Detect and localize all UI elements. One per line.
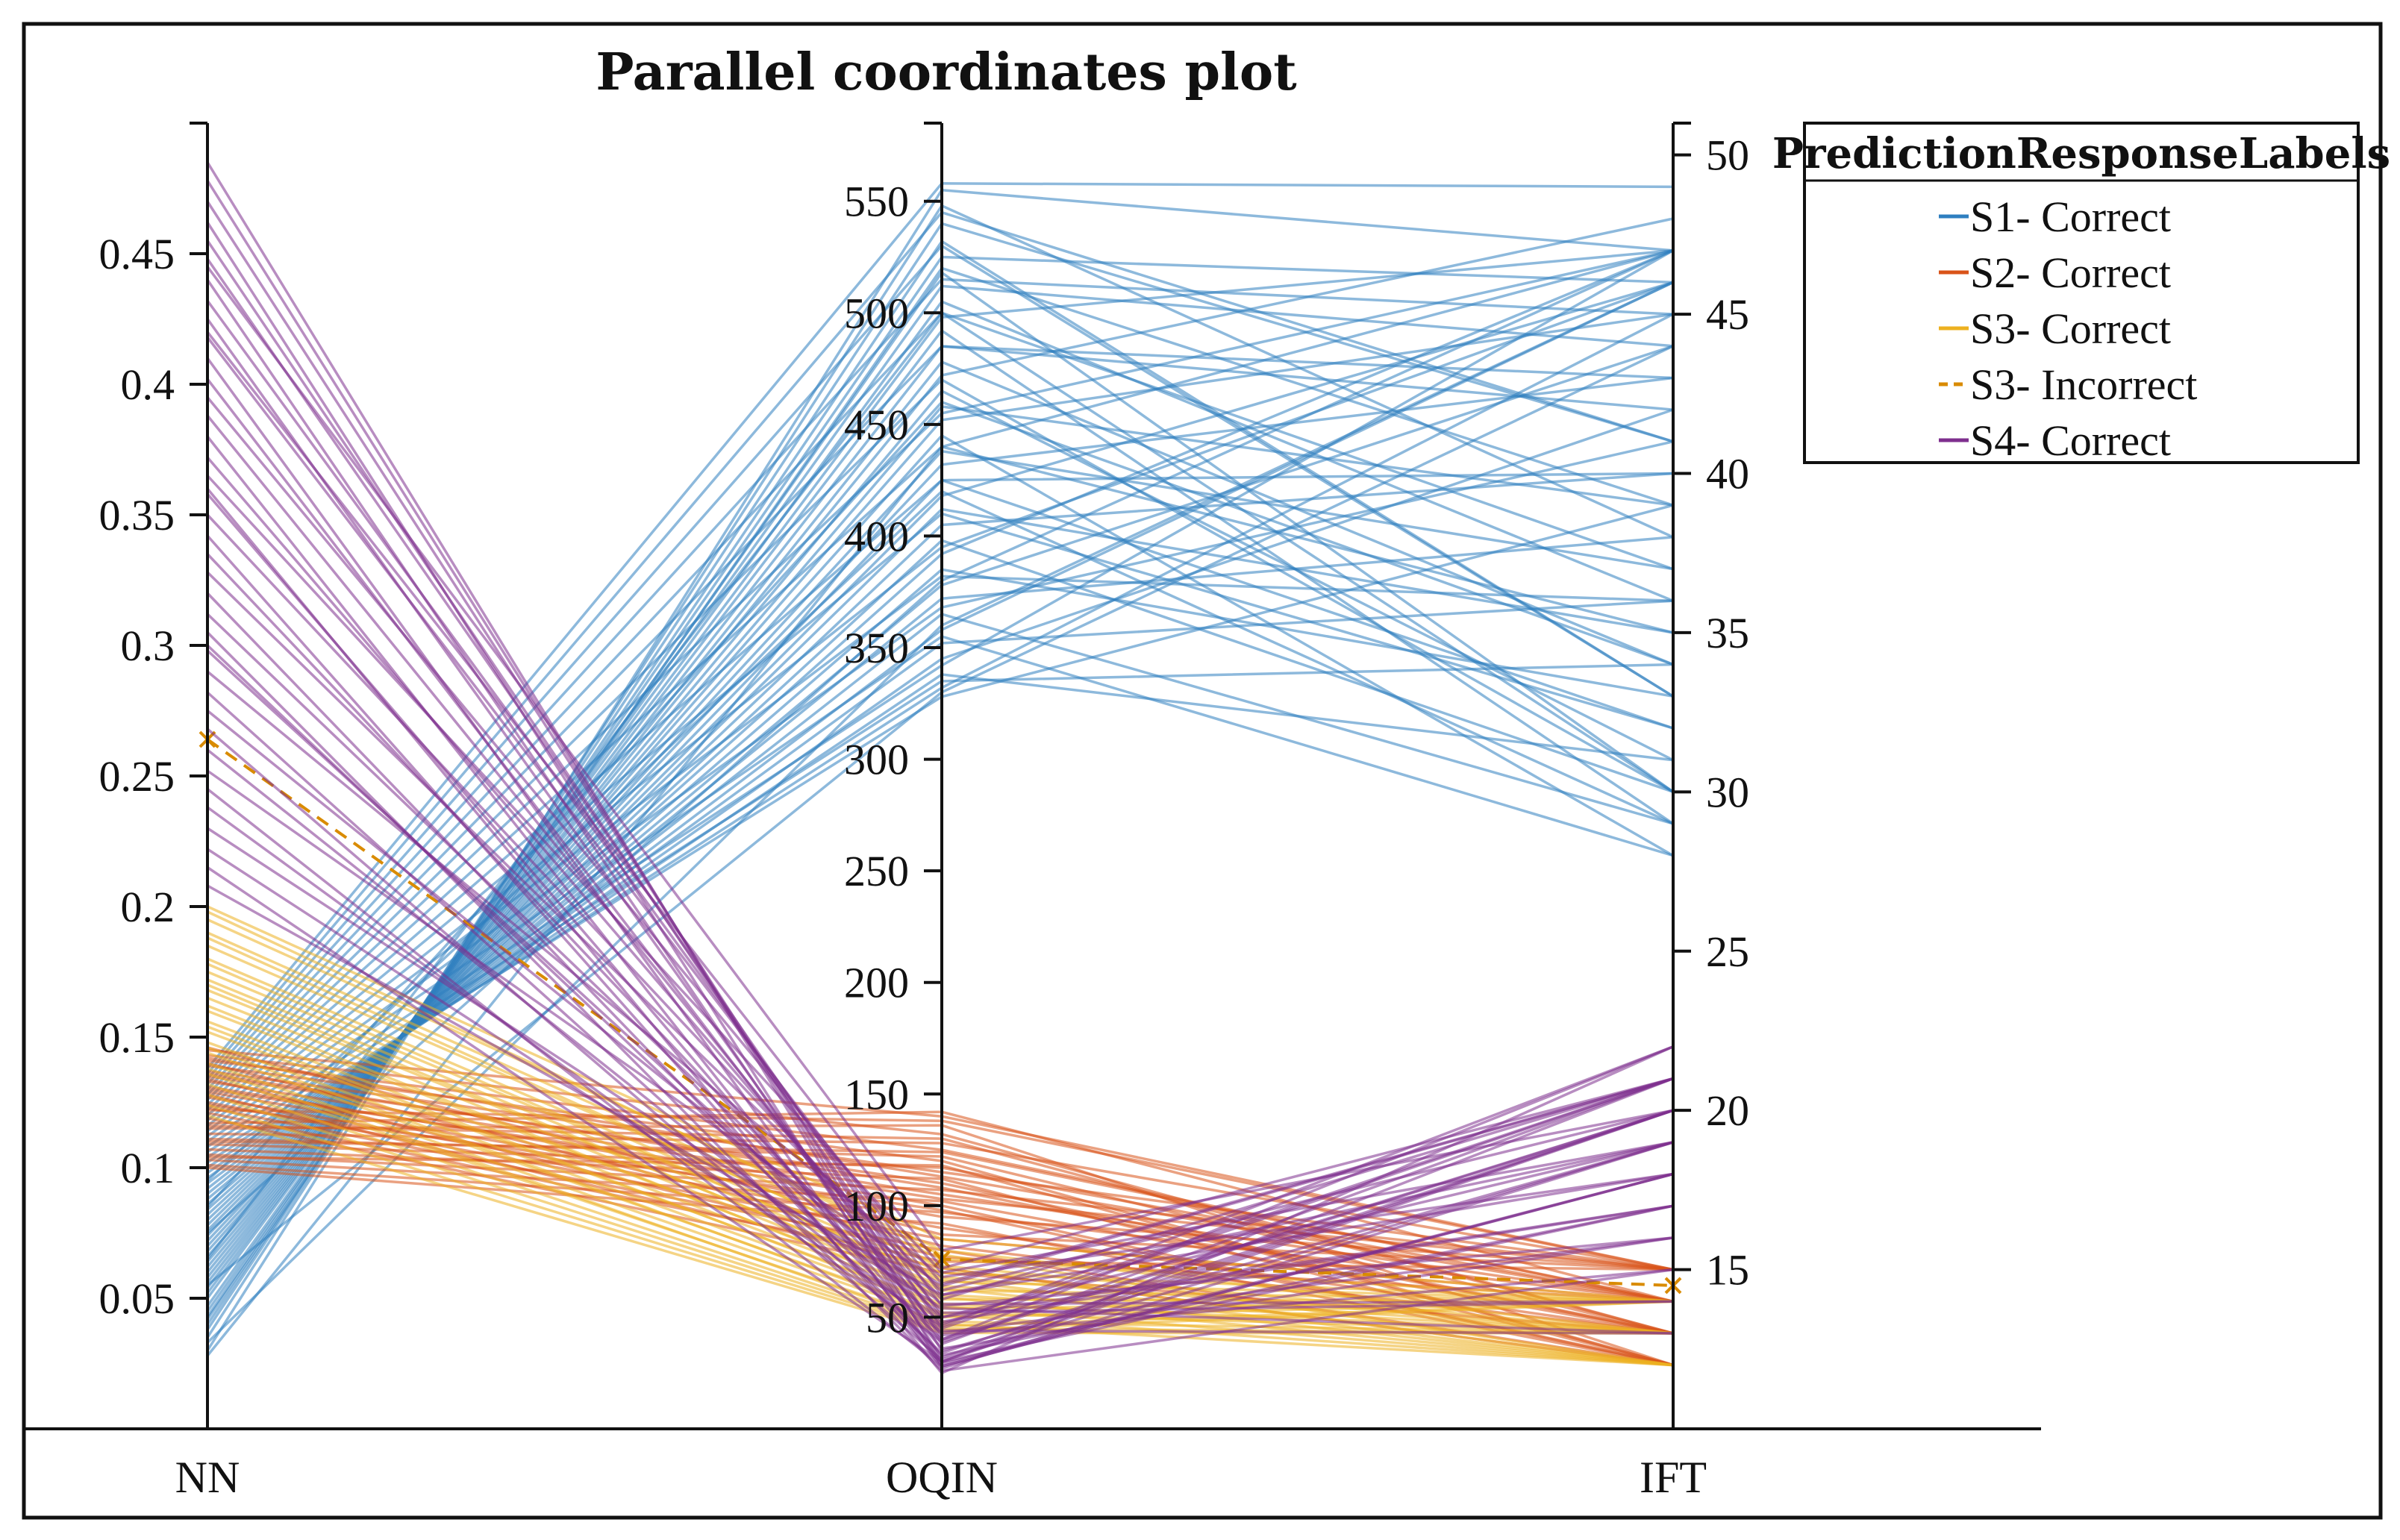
legend: PredictionResponseLabels S1- Correct S2- C… xyxy=(1772,122,2390,465)
tick-label: 300 xyxy=(844,736,909,784)
tick-label: 50 xyxy=(866,1293,909,1342)
axis-name-nn: NN xyxy=(175,1453,240,1502)
tick-label: 450 xyxy=(844,401,909,449)
tick-label: 45 xyxy=(1706,290,1749,339)
axis-ift: 15 20 25 30 35 40 45 50 IFT xyxy=(1640,122,1749,1502)
legend-label: S4- Correct xyxy=(1970,416,2171,465)
legend-label: S3- Correct xyxy=(1970,304,2171,353)
chart-title: Parallel coordinates plot xyxy=(596,43,1297,102)
tick-label: 250 xyxy=(844,847,909,895)
tick-label: 15 xyxy=(1706,1246,1749,1295)
legend-title: PredictionResponseLabels xyxy=(1772,129,2390,178)
tick-label: 20 xyxy=(1706,1086,1749,1135)
legend-label: S1- Correct xyxy=(1970,192,2171,241)
tick-label: 40 xyxy=(1706,450,1749,498)
axes-layer: 0.05 0.1 0.15 0.2 0.25 0.3 0.35 0.4 0.45 NN 50 100 1… xyxy=(99,122,1749,1502)
tick-label: 35 xyxy=(1706,609,1749,657)
tick-label: 25 xyxy=(1706,927,1749,976)
tick-label: 350 xyxy=(844,624,909,672)
tick-label: 0.45 xyxy=(99,230,175,278)
tick-label: 500 xyxy=(844,289,909,337)
legend-label: S2- Correct xyxy=(1970,248,2171,297)
tick-label: 0.1 xyxy=(121,1144,175,1192)
tick-label: 50 xyxy=(1706,131,1749,180)
tick-label: 0.15 xyxy=(99,1013,175,1062)
legend-label: S3- Incorrect xyxy=(1970,360,2197,409)
tick-label: 0.25 xyxy=(99,752,175,801)
tick-label: 30 xyxy=(1706,768,1749,816)
axis-name-ift: IFT xyxy=(1640,1453,1707,1502)
axis-name-oqin: OQIN xyxy=(886,1453,998,1502)
tick-label: 0.05 xyxy=(99,1274,175,1323)
tick-label: 0.35 xyxy=(99,491,175,539)
tick-label: 0.2 xyxy=(121,883,175,931)
axis-oqin: 50 100 150 200 250 300 350 400 450 500 550 OQIN xyxy=(844,122,998,1502)
tick-label: 550 xyxy=(844,178,909,226)
axis-nn: 0.05 0.1 0.15 0.2 0.25 0.3 0.35 0.4 0.45 NN xyxy=(99,122,240,1502)
tick-label: 200 xyxy=(844,959,909,1007)
tick-label: 0.3 xyxy=(121,622,175,670)
tick-label: 150 xyxy=(844,1070,909,1118)
series-2 xyxy=(207,905,1674,1367)
tick-label: 0.4 xyxy=(121,360,175,409)
tick-label: 400 xyxy=(844,512,909,560)
tick-label: 100 xyxy=(844,1182,909,1230)
